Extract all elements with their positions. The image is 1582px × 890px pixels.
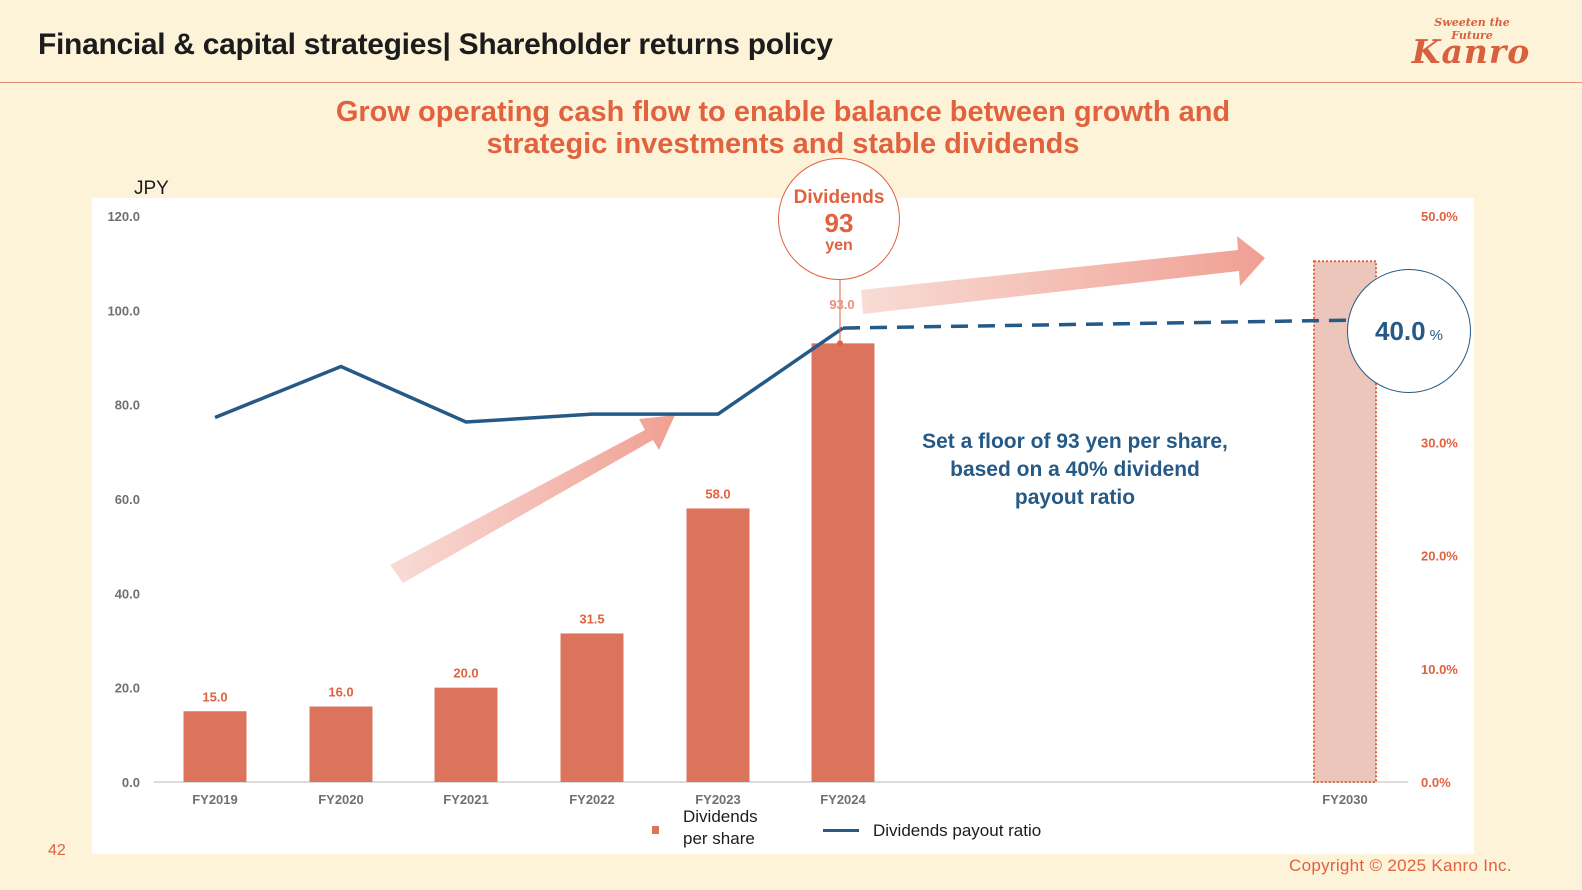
headline-line-1: Grow operating cash flow to enable balan…: [335, 96, 1231, 128]
brand-tagline: Sweeten the Future: [1434, 16, 1510, 42]
legend-bar-swatch: [652, 826, 659, 834]
payout-callout-bubble: 40.0%: [1347, 269, 1471, 393]
bar-data-label: 31.5: [579, 611, 604, 626]
y2-axis-tick-label: 30.0%: [1421, 435, 1458, 450]
legend-line-label: Dividends payout ratio: [873, 821, 1042, 840]
policy-note-line-2: based on a 40% dividend: [950, 458, 1200, 481]
future-arrow-icon: [861, 236, 1265, 314]
bar-data-label: 93.0: [829, 297, 854, 312]
y-axis-tick-label: 40.0: [115, 586, 140, 601]
bar-data-label: 16.0: [328, 685, 353, 700]
policy-note-line-3: payout ratio: [1014, 486, 1136, 509]
x-axis-tick-label: FY2023: [695, 792, 741, 807]
y2-axis-tick-label: 10.0%: [1421, 662, 1458, 677]
dividend-callout-value: 93: [824, 208, 854, 238]
payout-ratio-projection-line: [842, 318, 1348, 330]
growth-arrow-icon: [390, 415, 675, 583]
y2-axis-tick-label: 20.0%: [1421, 549, 1458, 564]
payout-callout-unit: %: [1429, 327, 1443, 344]
headline: Grow operating cash flow to enable balan…: [230, 96, 1336, 160]
bar-data-label: 20.0: [453, 666, 478, 681]
legend-bar-label-line-1: Dividends: [683, 807, 758, 826]
dividend-callout-unit: yen: [825, 237, 853, 254]
bar-fy2022: [560, 633, 624, 782]
dividend-callout-bubble: Dividends 93 yen: [778, 158, 900, 280]
bar-data-label: 15.0: [202, 689, 227, 704]
payout-ratio-line: [214, 326, 844, 424]
payout-callout-value: 40.0: [1375, 316, 1426, 346]
policy-note: Set a floor of 93 yen per share, based o…: [880, 428, 1270, 512]
y-axis-unit-label: JPY: [134, 178, 169, 199]
y-axis-tick-label: 120.0: [107, 209, 140, 224]
y-axis-tick-label: 60.0: [115, 492, 140, 507]
dividend-callout-leader-dot: [837, 340, 843, 347]
bar-data-label: 58.0: [705, 486, 730, 501]
y-axis-tick-label: 100.0: [107, 303, 140, 318]
x-axis-tick-label: FY2022: [569, 792, 615, 807]
legend-bar-label-line-2: per share: [683, 829, 755, 848]
header-divider: [0, 82, 1582, 83]
bar-fy2019: [183, 711, 247, 782]
y2-axis-tick-label: 0.0%: [1421, 775, 1451, 790]
legend-bar-label: Dividends per share: [683, 806, 758, 850]
bar-fy2024: [811, 343, 875, 782]
bar-fy2021: [434, 687, 498, 782]
legend-line-swatch: [823, 829, 859, 832]
x-axis-tick-label: FY2030: [1322, 792, 1368, 807]
brand-logo: Kanro: [1411, 32, 1531, 71]
policy-note-line-1: Set a floor of 93 yen per share,: [922, 430, 1228, 453]
y-axis-tick-label: 0.0: [122, 775, 140, 790]
x-axis-tick-label: FY2024: [820, 792, 866, 807]
y-axis-tick-label: 80.0: [115, 398, 140, 413]
slide-title: Financial & capital strategies| Sharehol…: [38, 28, 833, 61]
dividend-callout-label: Dividends: [793, 187, 885, 208]
headline-line-2: strategic investments and stable dividen…: [486, 128, 1080, 160]
bar-fy2023: [686, 508, 750, 782]
copyright: Copyright © 2025 Kanro Inc.: [1289, 856, 1512, 875]
x-axis-tick-label: FY2021: [443, 792, 489, 807]
bar-fy2020: [309, 706, 373, 782]
x-axis-tick-label: FY2020: [318, 792, 364, 807]
y-axis-tick-label: 20.0: [115, 681, 140, 696]
y2-axis-tick-label: 50.0%: [1421, 209, 1458, 224]
x-axis-tick-label: FY2019: [192, 792, 238, 807]
page-number: 42: [48, 842, 66, 859]
